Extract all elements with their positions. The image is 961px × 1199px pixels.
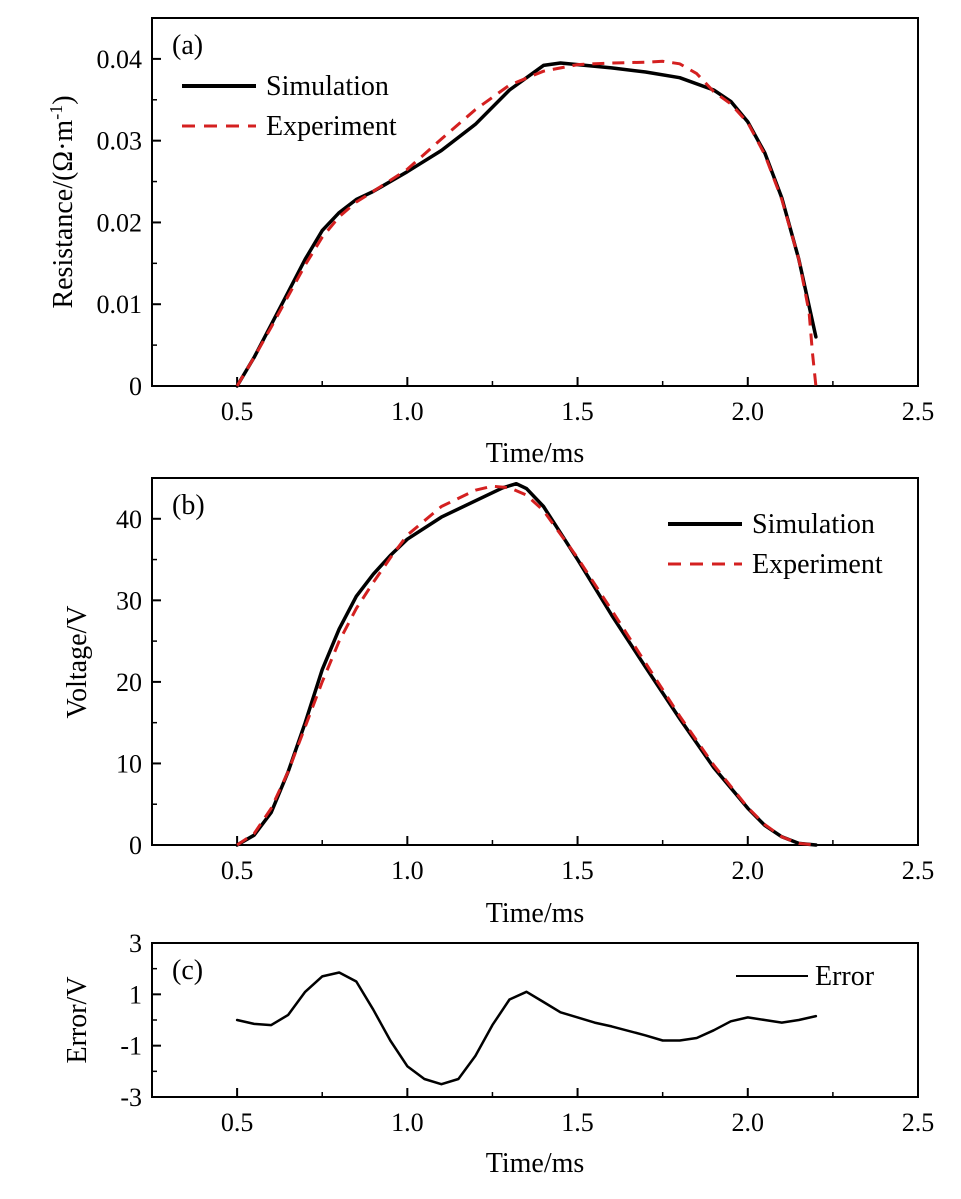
panel-b-frame xyxy=(151,477,919,846)
panel-c-x-tick-label: 1.5 xyxy=(561,1108,594,1137)
panel-a-series-simulation-line xyxy=(235,61,818,388)
panel-b-y-tick-label: 0 xyxy=(129,831,142,860)
panel-b-y-tick-label: 20 xyxy=(116,668,142,697)
panel-a: 0.5 1.0 1.5 2.0 2.5 0 0.01 0.02 0.03 0.04 (a) Tim… xyxy=(46,17,935,469)
panel-a-x-tick-label: 0.5 xyxy=(221,397,254,426)
panel-a-legend-experiment-label: Experiment xyxy=(266,111,397,142)
panel-b-x-tick-label: 1.5 xyxy=(561,856,594,885)
panel-b-y-tick-label: 10 xyxy=(116,749,142,778)
panel-a-y-axis-title-close: ) xyxy=(48,95,79,104)
panel-c-y-tick-label: -1 xyxy=(120,1032,142,1061)
panel-b-legend-experiment-label: Experiment xyxy=(752,549,883,580)
panel-b-series xyxy=(235,481,818,847)
panel-b-x-tick-label: 2.0 xyxy=(732,856,765,885)
panel-a-series-experiment-line xyxy=(235,59,818,387)
panel-b-x-tick-label: 1.0 xyxy=(391,856,424,885)
panel-a-legend-simulation-label: Simulation xyxy=(266,71,389,102)
panel-a-tick-labels: 0.5 1.0 1.5 2.0 2.5 0 0.01 0.02 0.03 0.04 xyxy=(97,45,935,426)
panel-c-x-tick-label: 0.5 xyxy=(221,1108,254,1137)
panel-a-ticks xyxy=(152,57,919,387)
panel-b-tick-labels: 0.5 1.0 1.5 2.0 2.5 0 10 20 30 40 xyxy=(116,505,934,885)
panel-a-x-axis-title: Time/ms xyxy=(486,438,585,469)
panel-c-tag: (c) xyxy=(172,955,203,986)
panel-a-y-axis-title-main: Resistance/(Ω·m xyxy=(48,120,79,309)
panel-b-tag: (b) xyxy=(172,490,205,521)
panel-b-series-simulation-line xyxy=(235,481,818,847)
panel-b-x-tick-label: 2.5 xyxy=(902,856,935,885)
panel-a-x-tick-label: 1.0 xyxy=(391,397,424,426)
panel-b-ticks xyxy=(152,517,919,846)
panel-b-x-tick-label: 0.5 xyxy=(221,856,254,885)
panel-a-y-tick-label: 0.01 xyxy=(97,290,143,319)
panel-b-y-tick-label: 30 xyxy=(116,586,142,615)
panel-c: 0.5 1.0 1.5 2.0 2.5 -3 -1 1 3 (c) Time/ms Error/… xyxy=(62,929,934,1179)
panel-a-frame xyxy=(151,17,919,387)
panel-a-x-tick-label: 1.5 xyxy=(561,397,594,426)
panel-b-y-axis-title: Voltage/V xyxy=(62,605,93,718)
panel-c-y-tick-label: -3 xyxy=(120,1083,142,1112)
panel-b-x-axis-title: Time/ms xyxy=(486,898,585,929)
panel-a-y-axis-title-sup: -1 xyxy=(46,105,66,120)
panel-a-x-tick-label: 2.5 xyxy=(902,397,935,426)
panel-b-legend: Simulation Experiment xyxy=(668,509,883,580)
panel-a-series xyxy=(235,59,818,388)
panel-c-x-tick-label: 2.5 xyxy=(902,1108,935,1137)
panel-a-legend: Simulation Experiment xyxy=(182,71,397,142)
panel-c-x-tick-label: 1.0 xyxy=(391,1108,424,1137)
panel-c-legend: Error xyxy=(736,961,875,992)
panel-a-x-tick-label: 2.0 xyxy=(732,397,765,426)
panel-c-tick-labels: 0.5 1.0 1.5 2.0 2.5 -3 -1 1 3 xyxy=(120,929,934,1137)
panel-b: 0.5 1.0 1.5 2.0 2.5 0 10 20 30 40 (b) Time/ms Vol… xyxy=(62,477,934,929)
panel-c-y-axis-title: Error/V xyxy=(62,976,93,1063)
panel-c-ticks xyxy=(152,942,919,1098)
panel-c-series-error-line xyxy=(235,971,818,1086)
panel-c-legend-error-label: Error xyxy=(815,961,875,992)
panel-b-legend-simulation-label: Simulation xyxy=(752,509,875,540)
panel-c-x-tick-label: 2.0 xyxy=(732,1108,765,1137)
panel-a-y-tick-label: 0 xyxy=(129,372,142,401)
panel-a-y-tick-label: 0.02 xyxy=(97,208,143,237)
panel-c-y-tick-label: 1 xyxy=(129,980,142,1009)
panel-c-series xyxy=(235,971,818,1086)
panel-a-tag: (a) xyxy=(172,30,203,61)
panel-c-y-tick-label: 3 xyxy=(129,929,142,958)
panel-b-y-tick-label: 40 xyxy=(116,505,142,534)
panel-a-y-axis-title: Resistance/(Ω·m-1) xyxy=(46,95,79,308)
panel-a-y-tick-label: 0.04 xyxy=(97,45,143,74)
panel-c-x-axis-title: Time/ms xyxy=(486,1148,585,1179)
panel-a-y-tick-label: 0.03 xyxy=(97,127,143,156)
